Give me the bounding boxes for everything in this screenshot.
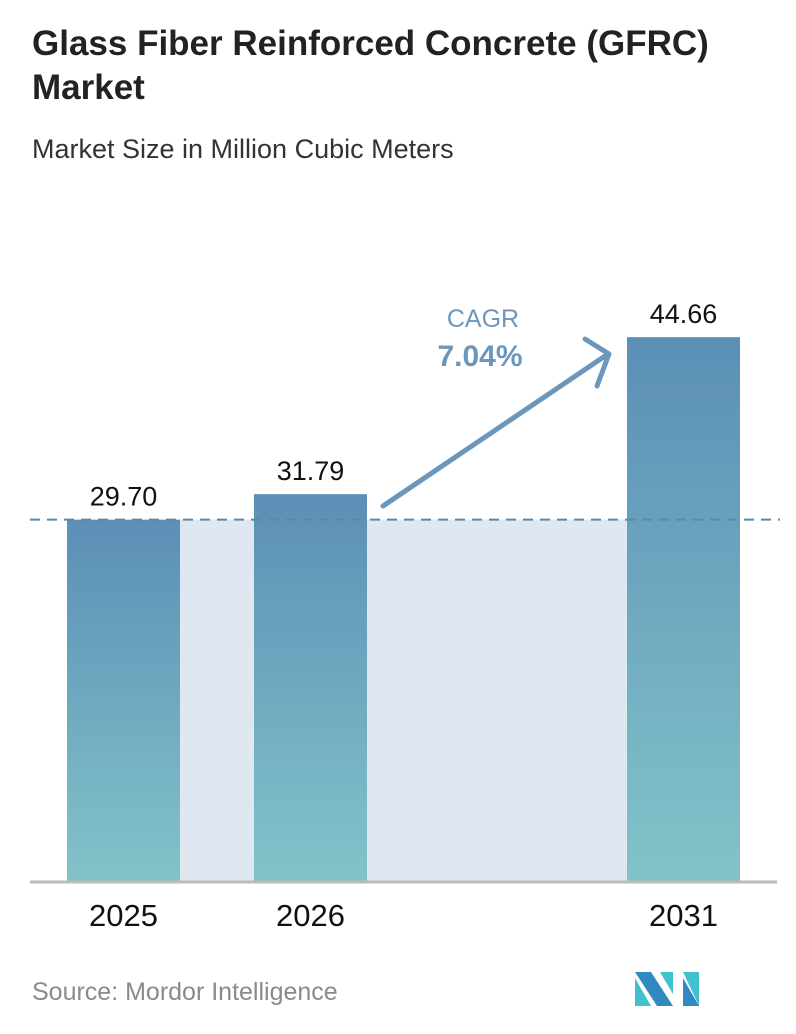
- data-label-2025: 29.70: [90, 482, 158, 512]
- bar-2026: [254, 494, 367, 882]
- chart-subtitle: Market Size in Million Cubic Meters: [32, 134, 454, 164]
- bar-2025: [67, 519, 180, 882]
- bar-2031: [627, 337, 740, 882]
- data-label-2031: 44.66: [650, 299, 718, 329]
- cagr-arrow-head: [582, 336, 612, 389]
- x-tick-2025: 2025: [89, 898, 158, 933]
- source-text: Source: Mordor Intelligence: [32, 978, 338, 1006]
- x-tick-2031: 2031: [649, 898, 718, 933]
- data-label-2026: 31.79: [277, 456, 345, 486]
- cagr-label: CAGR: [447, 305, 519, 333]
- x-tick-2026: 2026: [276, 898, 345, 933]
- cagr-value: 7.04%: [437, 340, 522, 373]
- cagr-arrow-shaft: [380, 351, 611, 509]
- chart-title: Glass Fiber Reinforced Concrete (GFRC) M…: [32, 24, 709, 107]
- baseline-band: [180, 519, 627, 882]
